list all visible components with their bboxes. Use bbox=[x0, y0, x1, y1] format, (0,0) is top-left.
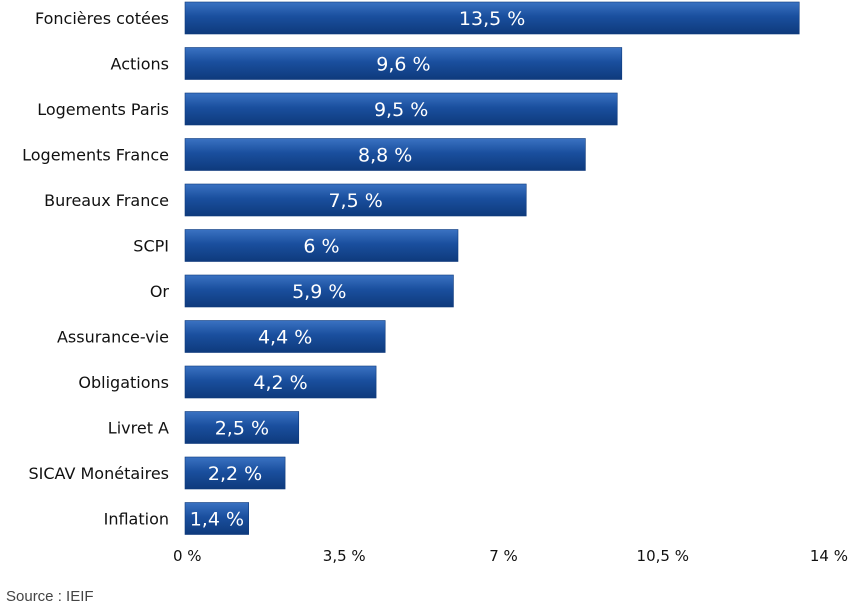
category-label: Obligations bbox=[78, 373, 169, 392]
bar bbox=[184, 1, 800, 35]
bar-value-label: 9,5 % bbox=[374, 99, 428, 121]
category-label: Assurance-vie bbox=[57, 328, 169, 347]
bar-value-label: 1,4 % bbox=[190, 509, 244, 531]
bar bbox=[184, 365, 377, 399]
bar-value-label: 9,6 % bbox=[376, 54, 430, 76]
category-label: Or bbox=[150, 282, 170, 301]
category-label: Foncières cotées bbox=[35, 9, 169, 28]
x-tick-label: 3,5 % bbox=[323, 547, 366, 565]
bar-value-label: 4,2 % bbox=[253, 372, 307, 394]
bar-value-label: 2,2 % bbox=[208, 463, 262, 485]
bar bbox=[184, 183, 527, 217]
bar-value-label: 13,5 % bbox=[459, 8, 525, 30]
category-label: Inflation bbox=[104, 510, 169, 529]
bar bbox=[184, 456, 286, 490]
category-label: SICAV Monétaires bbox=[28, 464, 169, 483]
x-tick-label: 14 % bbox=[810, 547, 848, 565]
bar-value-label: 2,5 % bbox=[215, 418, 269, 440]
category-label: Actions bbox=[111, 55, 169, 74]
bar-value-label: 8,8 % bbox=[358, 145, 412, 167]
bar-value-label: 7,5 % bbox=[328, 190, 382, 212]
x-tick-label: 0 % bbox=[173, 547, 202, 565]
category-labels-layer: Foncières cotées Actions Logements Paris Lo… bbox=[22, 9, 169, 529]
chart-canvas: 13,5 % 9,6 % 9,5 % 8,8 % 7,5 % 6 % 5,9 % 4,4 % 4… bbox=[22, 1, 848, 565]
bar bbox=[184, 138, 586, 171]
bar bbox=[184, 47, 623, 80]
source-note: Source : IEIF bbox=[6, 588, 94, 605]
category-label: Logements Paris bbox=[37, 100, 169, 119]
bar bbox=[184, 229, 459, 262]
x-axis-ticks: 0 % 3,5 % 7 % 10,5 % 14 % bbox=[173, 547, 848, 565]
category-label: Livret A bbox=[108, 419, 169, 438]
bar bbox=[184, 502, 250, 535]
bar bbox=[184, 411, 300, 444]
x-tick-label: 7 % bbox=[489, 547, 518, 565]
bar bbox=[184, 274, 454, 308]
bar bbox=[184, 92, 618, 126]
bar-value-label: 5,9 % bbox=[292, 281, 346, 303]
category-label: SCPI bbox=[133, 237, 169, 256]
bars-layer: 13,5 % 9,6 % 9,5 % 8,8 % 7,5 % 6 % 5,9 % 4,4 % 4… bbox=[184, 1, 800, 535]
bar-value-label: 6 % bbox=[303, 236, 339, 258]
category-label: Bureaux France bbox=[44, 191, 169, 210]
category-label: Logements France bbox=[22, 146, 169, 165]
x-tick-label: 10,5 % bbox=[637, 547, 689, 565]
bar-value-label: 4,4 % bbox=[258, 327, 312, 349]
bar bbox=[184, 320, 386, 353]
